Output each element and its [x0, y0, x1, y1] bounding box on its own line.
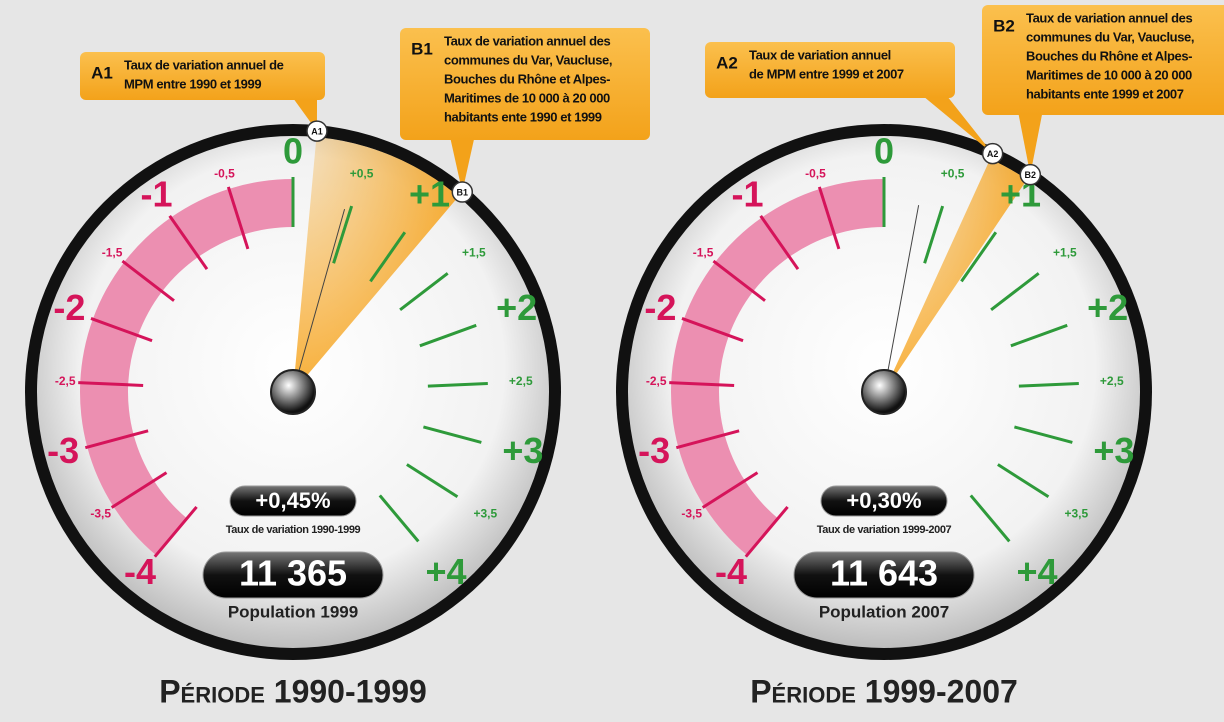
callout-text: Taux de variation annuel de	[124, 57, 284, 72]
callout-tag: A1	[91, 63, 113, 82]
callout-text: Maritimes de 10 000 à 20 000	[1026, 67, 1192, 82]
tick-label: -3,5	[90, 507, 111, 521]
tick-label: +3	[1093, 430, 1134, 471]
tick-label: +3	[502, 430, 543, 471]
tick-label: +2	[496, 287, 537, 328]
tick-label: +0,5	[350, 167, 374, 181]
tick-label: 0	[874, 131, 894, 172]
tick-label: -0,5	[805, 167, 826, 181]
tick-label: +3,5	[1064, 507, 1088, 521]
population-caption: Population 2007	[819, 602, 949, 621]
needle-hub	[271, 370, 315, 414]
population-value: 11 365	[239, 553, 347, 594]
population-value: 11 643	[830, 553, 938, 594]
marker-tag: B1	[457, 187, 469, 197]
tick-label: +2,5	[1100, 374, 1124, 388]
tick-label: 0	[283, 131, 303, 172]
infographic: -4 -3,5 -3 -2,5 -2 -1,5 -1 -0,5 0 +0,5 +1 +1,5 +2 +2,…	[0, 0, 1224, 722]
marker-tag: A1	[311, 126, 323, 136]
period-title: Période 1999-2007	[750, 673, 1018, 709]
value-label: +0,45%	[255, 488, 330, 513]
value-caption: Taux de variation 1999-2007	[817, 524, 952, 536]
tick-label: -2	[53, 287, 85, 328]
tick-label: +1,5	[1053, 245, 1077, 259]
callout-tag: A2	[716, 53, 738, 72]
tick-label: +4	[1016, 551, 1057, 592]
value-caption: Taux de variation 1990-1999	[226, 524, 361, 536]
tick-label: -4	[124, 551, 156, 592]
callout-text: communes du Var, Vaucluse,	[1026, 29, 1194, 44]
tick-label: -1	[140, 174, 172, 215]
tick-label: -3,5	[681, 507, 702, 521]
tick-label: -2,5	[646, 374, 667, 388]
marker-tag: A2	[987, 149, 999, 159]
callout-text: Taux de variation annuel	[749, 47, 891, 62]
callout-text: Taux de variation annuel des	[1026, 10, 1192, 25]
tick-label: -3	[638, 430, 670, 471]
tick-label: -4	[715, 551, 747, 592]
tick-label: +1	[409, 174, 450, 215]
tick-label: +2,5	[509, 374, 533, 388]
tick-label: +0,5	[941, 167, 965, 181]
tick-label: -1	[731, 174, 763, 215]
tick-label: -2,5	[55, 374, 76, 388]
marker-tag: B2	[1025, 170, 1037, 180]
tick-label: +2	[1087, 287, 1128, 328]
callout-text: Bouches du Rhône et Alpes-	[1026, 48, 1192, 63]
callout-text: Bouches du Rhône et Alpes-	[444, 71, 610, 86]
tick-label: -2	[644, 287, 676, 328]
tick-label: +4	[425, 551, 466, 592]
callout-text: de MPM entre 1999 et 2007	[749, 66, 904, 81]
tick-label: +1,5	[462, 245, 486, 259]
page: -4 -3,5 -3 -2,5 -2 -1,5 -1 -0,5 0 +0,5 +1 +1,5 +2 +2,…	[0, 0, 1224, 722]
tick-label: -1,5	[102, 245, 123, 259]
tick-label: -1,5	[693, 245, 714, 259]
value-label: +0,30%	[846, 488, 921, 513]
callout-text: Taux de variation annuel des	[444, 33, 610, 48]
population-caption: Population 1999	[228, 602, 358, 621]
period-title: Période 1990-1999	[159, 673, 427, 709]
callout-text: Maritimes de 10 000 à 20 000	[444, 90, 610, 105]
tick-label: +3,5	[473, 507, 497, 521]
callout-text: habitants ente 1990 et 1999	[444, 109, 602, 124]
callout-text: habitants ente 1999 et 2007	[1026, 86, 1184, 101]
callout-text: communes du Var, Vaucluse,	[444, 52, 612, 67]
callout-tag: B2	[993, 16, 1015, 35]
tick-label: -0,5	[214, 167, 235, 181]
callout-text: MPM entre 1990 et 1999	[124, 76, 261, 91]
tick-label: -3	[47, 430, 79, 471]
needle-hub	[862, 370, 906, 414]
callout-tag: B1	[411, 39, 433, 58]
